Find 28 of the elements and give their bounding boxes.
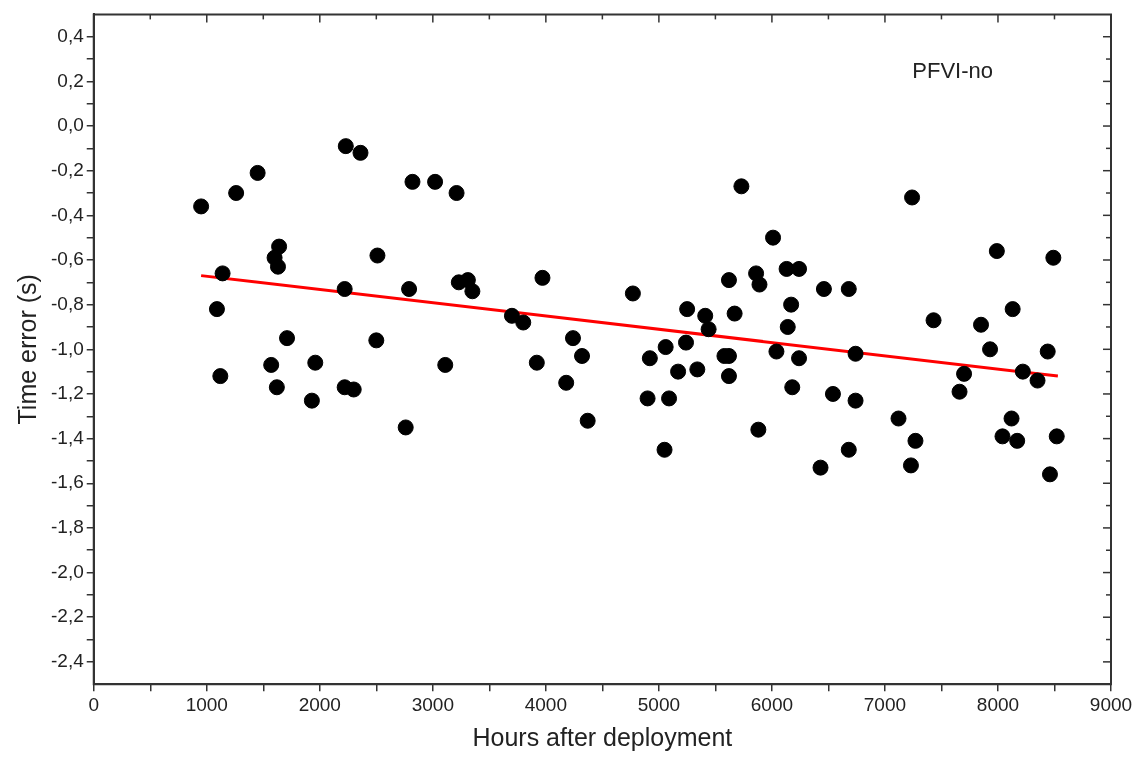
y-tick-label: -0,6 <box>50 248 84 270</box>
x-tick-label: 3000 <box>411 693 454 715</box>
y-tick-label: -1,4 <box>50 426 85 448</box>
y-tick-label: -0,4 <box>50 203 85 225</box>
y-tick-label: 0,2 <box>57 69 84 91</box>
y-tick-label: -1,8 <box>50 516 84 538</box>
y-axis-title: Time error (s) <box>12 274 41 425</box>
x-tick-label: 6000 <box>750 693 794 715</box>
y-tick-label: -0,2 <box>50 158 84 180</box>
y-tick-label: 0,4 <box>57 24 85 46</box>
y-tick-label: -2,2 <box>50 605 84 627</box>
y-tick-label: -0,8 <box>50 292 84 314</box>
x-tick-label: 0 <box>88 693 100 715</box>
x-tick-label: 8000 <box>976 693 1020 715</box>
x-axis-title: Hours after deployment <box>472 722 733 751</box>
x-tick-label: 1000 <box>185 693 228 715</box>
y-tick-label: -1,2 <box>50 382 84 404</box>
y-tick-label: -1,0 <box>50 337 84 359</box>
x-tick-label: 2000 <box>298 693 341 715</box>
x-tick-label: 4000 <box>524 693 567 715</box>
annotation: PFVI-no <box>912 58 993 84</box>
y-tick-label: -2,0 <box>50 560 84 582</box>
x-tick-label: 7000 <box>863 693 907 715</box>
x-tick-label: 5000 <box>637 693 681 715</box>
y-tick-label: -2,4 <box>50 650 85 672</box>
y-tick-label: -1,6 <box>50 471 84 493</box>
y-tick-label: 0,0 <box>57 114 84 136</box>
x-tick-label: 9000 <box>1089 693 1133 715</box>
